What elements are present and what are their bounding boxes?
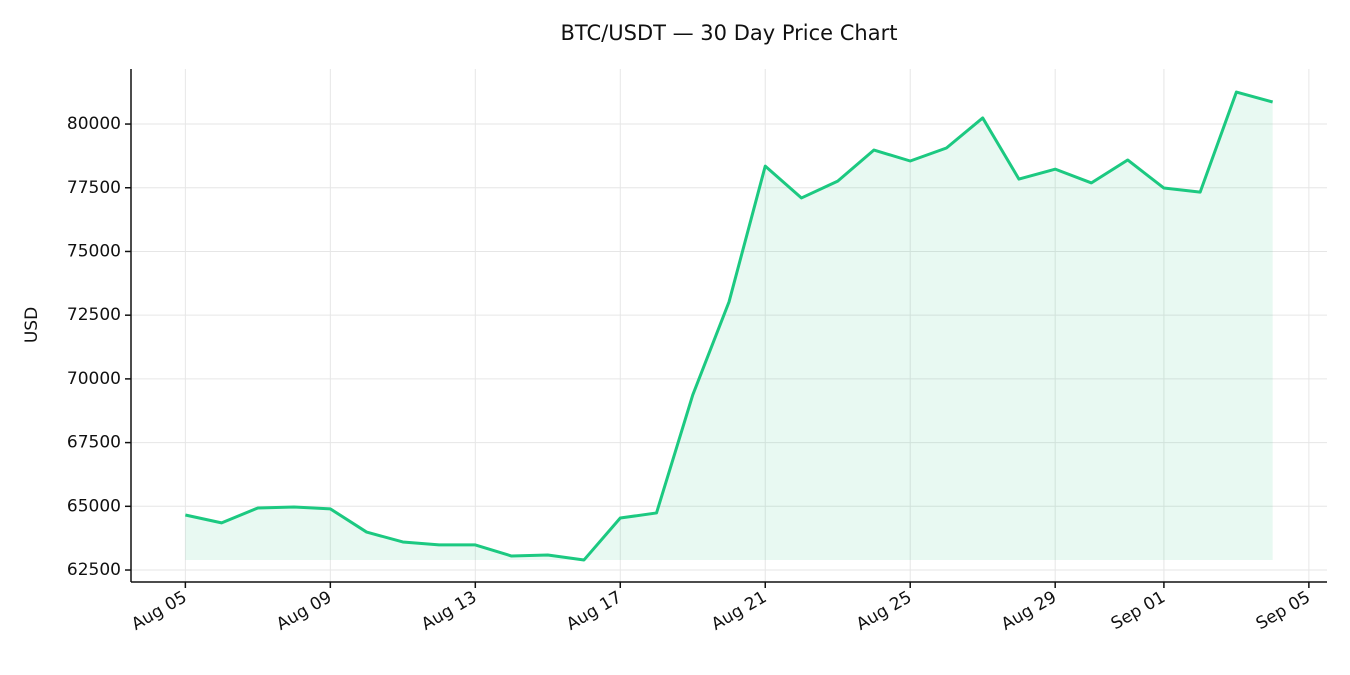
x-tick-label: Aug 05	[128, 587, 190, 634]
y-tick-label: 65000	[67, 496, 121, 516]
area	[185, 92, 1273, 560]
y-tick-label: 75000	[67, 241, 121, 261]
y-tick-label: 80000	[67, 114, 121, 134]
x-tick-label: Aug 13	[418, 587, 480, 634]
x-tick-label: Aug 09	[273, 587, 335, 634]
y-tick-label: 62500	[67, 560, 121, 580]
line	[185, 90, 1274, 562]
y-axis-label: USD	[22, 307, 42, 343]
x-tick-label: Aug 17	[563, 587, 625, 634]
y-tick-label: 70000	[67, 369, 121, 389]
x-tick-label: Sep 05	[1253, 587, 1314, 634]
y-tick-label: 77500	[67, 178, 121, 198]
y-tick-label: 72500	[67, 305, 121, 325]
x-tick-label: Sep 01	[1108, 587, 1169, 634]
x-tick-label: Aug 29	[998, 587, 1060, 634]
x-tick-label: Aug 21	[708, 587, 770, 634]
chart-title: BTC/USDT — 30 Day Price Chart	[561, 21, 898, 45]
y-tick-label: 67500	[67, 433, 121, 453]
x-tick-label: Aug 25	[853, 587, 915, 634]
